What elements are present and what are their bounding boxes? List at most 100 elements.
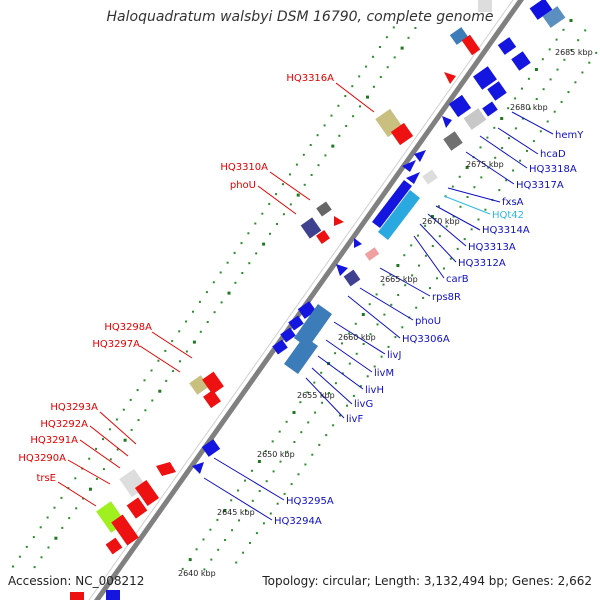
track-dot [567, 91, 570, 94]
gene-label: HQ3306A [402, 334, 450, 345]
track-dot [341, 372, 344, 375]
gene-feature [192, 462, 204, 474]
track-dot [352, 394, 355, 397]
gene-label: HQ3295A [286, 496, 334, 507]
gene-feature [406, 172, 420, 184]
gene-label: HQ3317A [516, 180, 564, 191]
track-dot [257, 460, 261, 463]
track-dot [95, 447, 98, 450]
kbp-label: 2670 kbp [422, 217, 460, 226]
gene-label: HQ3298A [104, 322, 152, 333]
track-dot [595, 51, 598, 54]
track-dot [331, 144, 335, 148]
track-dot [285, 420, 288, 423]
gene-label: HQ3314A [482, 225, 530, 236]
track-dot [397, 294, 400, 296]
track-dot [238, 519, 240, 522]
track-dot [25, 545, 28, 548]
genome-backbone [88, 0, 524, 600]
track-dot [422, 296, 425, 299]
track-dot [535, 98, 538, 100]
track-dot [365, 65, 368, 68]
track-dot [136, 389, 139, 392]
track-dot [324, 154, 327, 157]
gene-feature [106, 590, 120, 600]
track-dot [255, 252, 258, 255]
track-dot [361, 313, 365, 316]
gene-feature [126, 497, 148, 519]
track-dot [202, 538, 205, 541]
gene-label: HQ3316A [286, 73, 334, 84]
track-dot [61, 526, 64, 529]
track-dot [508, 137, 510, 140]
track-dot [224, 539, 227, 541]
gene-features [70, 0, 566, 600]
track-dot [237, 489, 240, 492]
track-dot [230, 499, 233, 502]
gene-label: HQ3318A [529, 164, 577, 175]
kbp-label: 2645 kbp [217, 508, 255, 517]
track-dot [429, 287, 431, 290]
track-dot [150, 369, 153, 372]
track-dot [451, 185, 454, 188]
track-dot [369, 333, 372, 336]
track-dot [400, 46, 404, 50]
track-dot [286, 450, 289, 453]
track-dot [424, 224, 427, 227]
track-dot [424, 254, 427, 257]
track-dot [431, 245, 434, 247]
track-dot [295, 163, 298, 166]
gene-feature [134, 479, 160, 507]
gene-feature [343, 269, 361, 287]
track-dot [217, 548, 220, 551]
kbp-label: 2680 kbp [510, 103, 548, 112]
track-dot [438, 235, 441, 238]
track-dot [289, 173, 291, 176]
track-dot [244, 509, 247, 512]
track-dot [574, 81, 577, 84]
track-dot [436, 277, 438, 280]
track-dot [46, 516, 49, 519]
track-dot [209, 528, 212, 531]
track-dot [414, 27, 417, 29]
track-dot [82, 497, 85, 500]
gene-label: phoU [230, 180, 256, 191]
track-dot [54, 536, 58, 540]
track-dot [560, 100, 563, 103]
track-dot [255, 532, 258, 535]
track-dot [393, 56, 396, 59]
track-dot [309, 144, 312, 146]
track-dot [465, 166, 469, 169]
track-dot [264, 450, 267, 453]
gene-feature [288, 315, 304, 331]
track-dot [431, 215, 434, 218]
track-dot [53, 506, 56, 509]
gene-feature [443, 131, 463, 151]
track-dot [362, 343, 365, 345]
track-dot [261, 212, 264, 215]
gene-label: HQ3313A [468, 242, 516, 253]
track-dot [379, 76, 382, 78]
track-dot [75, 507, 78, 510]
gene-label: livH [365, 385, 384, 396]
gene-feature [372, 180, 412, 228]
track-dot [505, 179, 508, 182]
accession-text: Accession: NC_008212 [8, 574, 145, 588]
track-dot [479, 146, 482, 149]
gene-feature [448, 94, 472, 118]
track-dot [396, 264, 400, 267]
track-dot [392, 26, 395, 29]
track-dot [33, 566, 36, 569]
track-dot [328, 392, 330, 394]
track-dot [473, 186, 476, 189]
track-dot [32, 536, 35, 539]
track-dot [311, 453, 314, 456]
track-dot [157, 359, 160, 362]
track-dot [385, 36, 388, 39]
track-dot [359, 385, 362, 388]
track-dot [171, 340, 174, 343]
track-dot [262, 242, 266, 246]
track-dot [290, 483, 293, 486]
track-dot [337, 104, 340, 107]
track-dot [258, 490, 261, 492]
